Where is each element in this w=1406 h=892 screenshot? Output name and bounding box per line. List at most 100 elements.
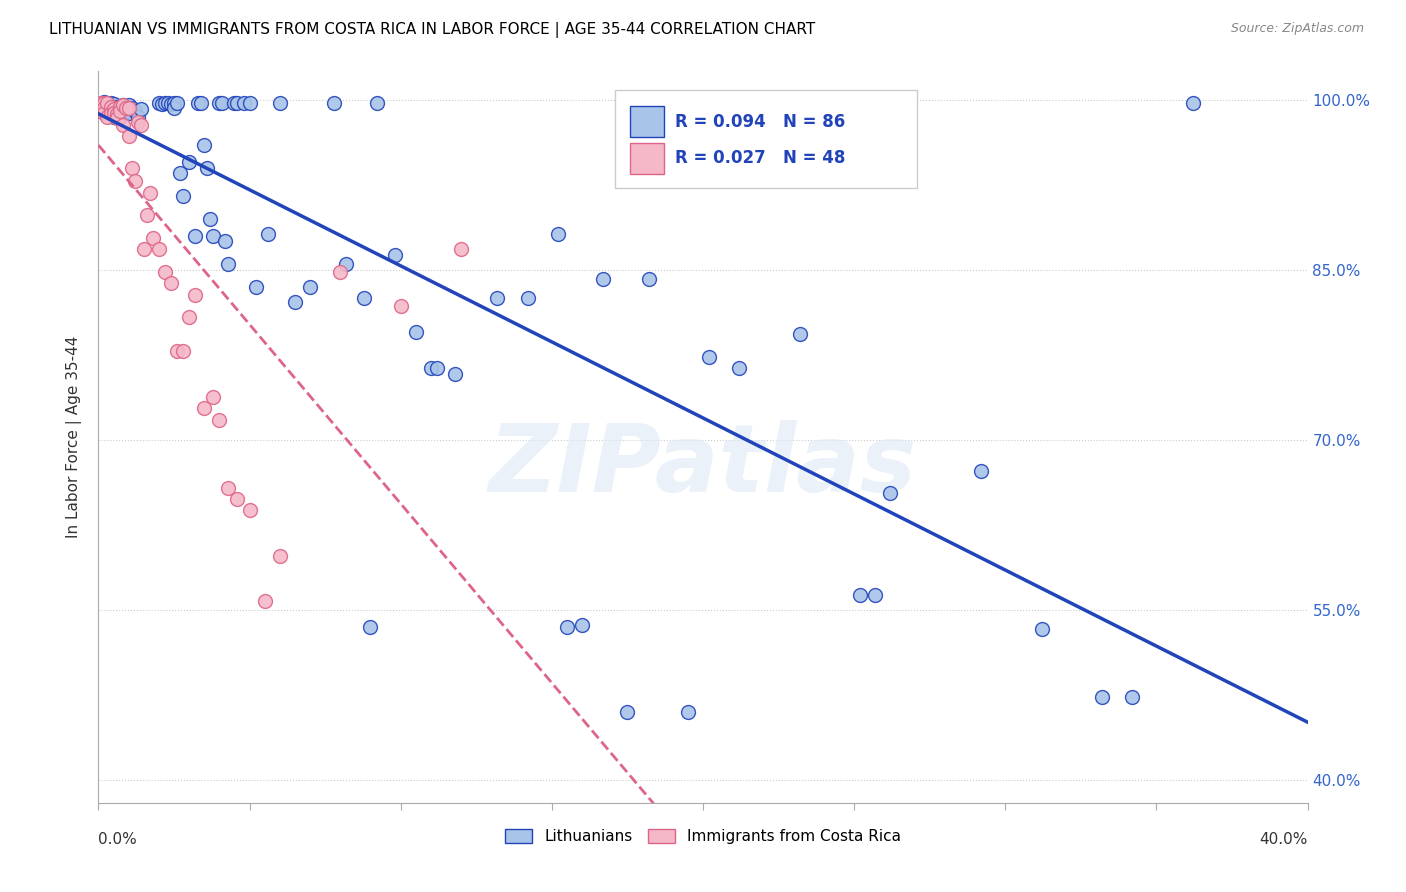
Point	[208, 96, 231, 111]
Point	[111, 98, 134, 112]
Point	[970, 464, 993, 478]
Point	[193, 138, 215, 153]
Point	[163, 96, 186, 111]
Point	[100, 99, 122, 113]
Point	[335, 257, 357, 271]
Point	[193, 401, 215, 416]
Point	[547, 227, 569, 241]
Point	[450, 243, 472, 257]
Point	[111, 98, 134, 112]
Point	[256, 227, 278, 241]
Point	[217, 257, 239, 271]
Point	[90, 99, 112, 113]
Point	[121, 101, 143, 115]
Point	[100, 106, 122, 120]
Point	[139, 186, 162, 200]
Point	[284, 294, 307, 309]
Point	[90, 103, 112, 118]
Point	[166, 344, 188, 359]
Point	[253, 594, 276, 608]
Point	[96, 96, 118, 111]
Point	[269, 549, 291, 563]
Point	[169, 166, 191, 180]
Point	[160, 277, 183, 291]
Point	[105, 107, 128, 121]
Point	[697, 350, 720, 364]
Point	[156, 96, 179, 111]
Point	[444, 367, 467, 381]
Point	[100, 103, 122, 117]
Point	[105, 106, 128, 120]
Point	[728, 361, 751, 376]
Point	[179, 155, 201, 169]
Point	[353, 291, 375, 305]
Point	[118, 106, 141, 120]
Point	[405, 325, 427, 339]
Point	[111, 106, 134, 120]
Point	[200, 211, 222, 226]
Point	[789, 327, 811, 342]
Point	[187, 96, 209, 111]
Point	[637, 272, 659, 286]
Y-axis label: In Labor Force | Age 35-44: In Labor Force | Age 35-44	[66, 336, 83, 538]
Point	[879, 486, 901, 500]
Point	[93, 96, 115, 111]
Point	[555, 620, 578, 634]
Bar	[630, 143, 664, 174]
Point	[329, 265, 352, 279]
Point	[148, 243, 170, 257]
Point	[93, 101, 115, 115]
Point	[616, 705, 638, 719]
Point	[166, 96, 188, 111]
Point	[108, 101, 131, 115]
Point	[114, 101, 136, 115]
Text: 0.0%: 0.0%	[98, 832, 138, 847]
Point	[172, 344, 194, 359]
Point	[849, 588, 872, 602]
Point	[179, 310, 201, 325]
Point	[160, 97, 183, 112]
Point	[93, 106, 115, 120]
Point	[208, 412, 231, 426]
Point	[96, 110, 118, 124]
Point	[202, 228, 225, 243]
Point	[239, 503, 262, 517]
Point	[103, 102, 125, 116]
Point	[389, 299, 412, 313]
Point	[217, 481, 239, 495]
Point	[366, 96, 388, 111]
Point	[245, 280, 267, 294]
Point	[226, 96, 249, 111]
Text: R = 0.027   N = 48: R = 0.027 N = 48	[675, 149, 845, 168]
Point	[96, 105, 118, 120]
Point	[100, 96, 122, 111]
Point	[360, 620, 382, 634]
Point	[127, 110, 149, 124]
Point	[118, 128, 141, 143]
Point	[1181, 96, 1204, 111]
Point	[90, 96, 112, 111]
Point	[132, 243, 155, 257]
Point	[202, 390, 225, 404]
Point	[226, 491, 249, 506]
Point	[118, 98, 141, 112]
Text: ZIPatlas: ZIPatlas	[489, 420, 917, 512]
Legend: Lithuanians, Immigrants from Costa Rica: Lithuanians, Immigrants from Costa Rica	[498, 822, 908, 850]
Point	[239, 96, 262, 111]
Point	[93, 101, 115, 115]
Point	[135, 208, 157, 222]
Point	[184, 228, 207, 243]
Point	[676, 705, 699, 719]
Point	[190, 96, 212, 111]
Point	[224, 96, 246, 111]
Point	[108, 110, 131, 124]
Point	[96, 96, 118, 111]
Point	[114, 103, 136, 118]
Point	[172, 189, 194, 203]
Point	[142, 231, 165, 245]
Point	[426, 361, 449, 376]
Point	[103, 97, 125, 112]
Point	[1031, 622, 1053, 636]
Point	[571, 617, 593, 632]
Point	[153, 96, 176, 111]
